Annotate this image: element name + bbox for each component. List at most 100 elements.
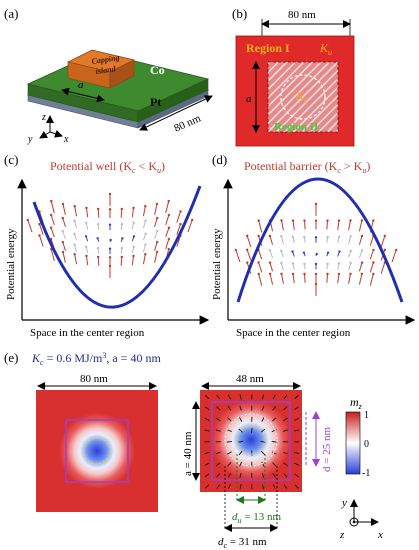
- spin-arrow-head: [246, 234, 249, 238]
- vortex-arrow: [271, 451, 277, 455]
- spin-arrow: [154, 251, 158, 263]
- spin-arrow-head: [280, 235, 283, 238]
- panel-c-ylabel: Potential energy: [5, 228, 17, 300]
- spin-arrow: [269, 262, 274, 272]
- vortex-arrow: [216, 473, 221, 478]
- spin-arrow: [337, 220, 340, 230]
- vortex-arrow: [260, 450, 266, 456]
- spin-arrow-head: [257, 234, 260, 238]
- axis-z-a: z: [41, 112, 46, 123]
- vortex-arrow: [239, 484, 242, 490]
- e-dc-label: dc = 31 nm: [218, 536, 267, 550]
- spin-arrow: [391, 249, 397, 263]
- axis-y-a: y: [27, 134, 33, 145]
- spin-arrow-head: [155, 240, 159, 244]
- vortex-arrow: [294, 394, 299, 400]
- panel-d-ylabel: Potential energy: [211, 228, 223, 300]
- spin-arrow: [187, 219, 193, 233]
- spin-arrow: [62, 241, 66, 251]
- vortex-arrow: [272, 394, 276, 400]
- vortex-arrow: [227, 484, 231, 490]
- vortex-arrow: [294, 484, 299, 489]
- spin-arrow-head: [314, 272, 318, 276]
- vortex-arrow: [215, 429, 221, 432]
- spin-arrow: [369, 273, 374, 286]
- spin-arrow: [50, 214, 55, 226]
- spin-arrow-head: [280, 249, 283, 253]
- spin-arrow: [380, 235, 386, 248]
- vortex-arrow: [282, 429, 288, 432]
- vortex-arrow: [239, 416, 243, 422]
- spin-arrow-head: [303, 219, 306, 222]
- spin-arrow-head: [132, 206, 135, 210]
- spin-arrow-head: [280, 272, 283, 276]
- vortex-arrow: [204, 473, 210, 478]
- spin-arrow-head: [50, 199, 53, 203]
- spin-arrow-head: [268, 261, 272, 264]
- spin-arrow: [176, 223, 182, 235]
- spin-arrow-head: [349, 272, 352, 276]
- spin-arrow: [85, 255, 89, 266]
- spin-arrow: [326, 220, 329, 230]
- spin-arrow: [358, 250, 363, 259]
- island-label-line2: island: [95, 64, 117, 76]
- spin-arrow: [85, 207, 89, 218]
- spin-arrow-head: [383, 234, 386, 238]
- spin-arrow-head: [109, 238, 112, 242]
- vortex-arrow: [283, 417, 288, 422]
- spin-arrow-head: [268, 272, 272, 276]
- spin-arrow: [258, 262, 263, 273]
- panel-e-params: Kc = 0.6 MJ/m3, a = 40 nm: [31, 351, 161, 367]
- vortex-arrow: [204, 484, 210, 489]
- panel-e-label: (e): [4, 350, 18, 365]
- spin-arrow-head: [144, 253, 147, 256]
- spin-arrow: [280, 262, 284, 271]
- vortex-arrow: [283, 462, 288, 467]
- spin-arrow: [348, 236, 352, 244]
- spin-arrow: [131, 255, 135, 266]
- spin-arrow-head: [120, 246, 124, 250]
- panel-d: (d) Potential barrier (Kc > Ku) Potentia…: [211, 152, 416, 339]
- spin-arrow: [348, 262, 352, 271]
- panel-a-label: (a): [4, 6, 18, 21]
- panel-c: (c) Potential well (Kc < Ku) Potential e…: [4, 152, 210, 339]
- vortex-arrow: [260, 440, 266, 443]
- vortex-arrow: [261, 394, 265, 400]
- spin-arrow: [358, 220, 363, 232]
- vortex-arrow: [272, 462, 277, 467]
- vortex-arrow: [226, 429, 232, 433]
- spin-arrow: [62, 230, 66, 239]
- spin-arrow-head: [120, 222, 124, 226]
- spin-arrow-head: [167, 213, 171, 217]
- spin-arrow: [246, 235, 252, 248]
- spin-arrow-head: [73, 205, 76, 208]
- spin-arrow-head: [97, 207, 100, 211]
- panel-c-title: Potential well (Kc < Ku): [50, 159, 165, 175]
- spin-arrow: [74, 206, 78, 217]
- spin-arrow: [142, 206, 146, 217]
- vortex-arrow: [294, 462, 300, 466]
- spin-arrow-head: [96, 237, 99, 240]
- vortex-arrow: [239, 461, 243, 467]
- vortex-arrow: [294, 429, 300, 432]
- vortex-arrow: [227, 394, 231, 400]
- spin-arrow: [27, 219, 33, 233]
- spin-arrow: [258, 273, 263, 286]
- spin-texture-well: [26, 192, 194, 278]
- spin-arrow-head: [167, 237, 171, 241]
- left-du-circle: [83, 437, 111, 465]
- spin-arrow-head: [349, 235, 352, 238]
- spin-arrow-head: [314, 202, 318, 206]
- vortex-arrow: [216, 406, 221, 411]
- spin-arrow-head: [155, 202, 159, 206]
- spin-arrow: [142, 220, 146, 229]
- spin-arrow-head: [360, 261, 364, 264]
- spin-arrow: [292, 220, 295, 230]
- spin-arrow-head: [120, 207, 123, 211]
- potential-barrier-curve: [236, 177, 404, 303]
- vortex-arrow: [294, 473, 299, 478]
- island-a-label: a: [78, 79, 84, 91]
- vortex-arrow: [272, 417, 277, 422]
- panel-e: (e) Kc = 0.6 MJ/m3, a = 40 nm 80 nm 48 n…: [4, 350, 383, 550]
